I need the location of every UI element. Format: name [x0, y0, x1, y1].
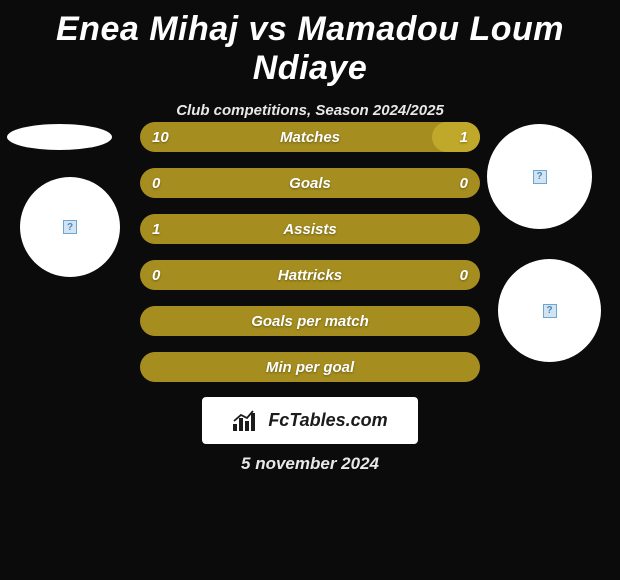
stat-row: 0 Hattricks 0 [140, 260, 480, 290]
stat-value-left: 0 [152, 175, 160, 192]
placeholder-icon: ? [543, 304, 557, 318]
player-left-avatar-oval [7, 124, 112, 150]
stats-panel: 10Matches10Goals01Assists0Hattricks0Goal… [140, 122, 480, 398]
placeholder-icon: ? [63, 220, 77, 234]
stat-value-left: 1 [152, 221, 160, 238]
player-left-avatar: ? [20, 177, 120, 277]
stat-row: Min per goal [140, 352, 480, 382]
player-right-avatar: ? [487, 124, 592, 229]
stat-row: 1 Assists [140, 214, 480, 244]
snapshot-date: 5 november 2024 [0, 454, 620, 474]
brand-badge: FcTables.com [202, 397, 418, 444]
stat-label: Matches [280, 129, 340, 146]
brand-text: FcTables.com [268, 410, 387, 431]
stat-label: Min per goal [266, 359, 354, 376]
stat-label: Hattricks [278, 267, 342, 284]
stat-value-right: 0 [460, 175, 468, 192]
stat-row: 10 Matches 1 [140, 122, 480, 152]
stat-label: Assists [283, 221, 336, 238]
stat-value-right: 1 [460, 129, 468, 146]
stat-value-left: 0 [152, 267, 160, 284]
stat-label: Goals [289, 175, 331, 192]
stat-label: Goals per match [251, 313, 369, 330]
stat-fill-right [432, 122, 480, 152]
player-right-avatar-secondary: ? [498, 259, 601, 362]
comparison-subtitle: Club competitions, Season 2024/2025 [0, 102, 620, 119]
stat-row: 0 Goals 0 [140, 168, 480, 198]
stat-value-left: 10 [152, 129, 169, 146]
comparison-title: Enea Mihaj vs Mamadou Loum Ndiaye [0, 0, 620, 88]
placeholder-icon: ? [533, 170, 547, 184]
stat-row: Goals per match [140, 306, 480, 336]
stat-value-right: 0 [460, 267, 468, 284]
brand-bars-icon [232, 410, 260, 432]
